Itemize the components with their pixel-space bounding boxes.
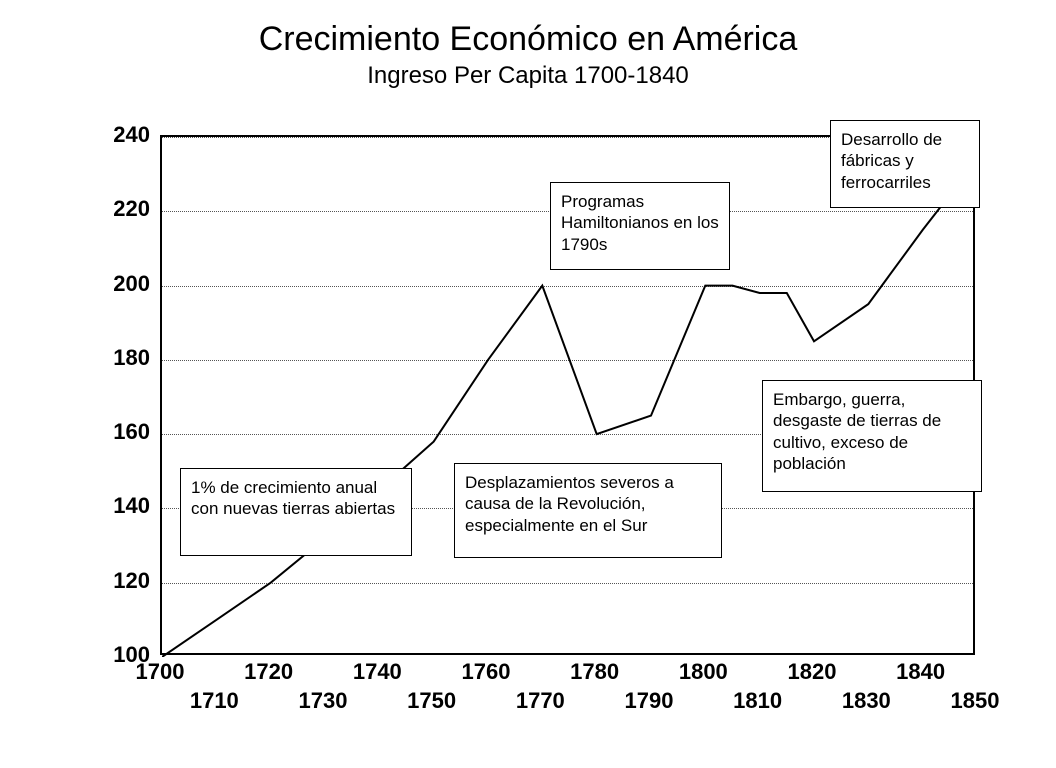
annotation-revolution-displacement: Desplazamientos severos a causa de la Re… [454,463,722,558]
annotation-growth-1pct: 1% de crecimiento anual con nuevas tierr… [180,468,412,556]
x-tick-label: 1820 [772,659,852,685]
x-tick-label: 1730 [283,688,363,714]
annotation-embargo-war: Embargo, guerra, desgaste de tierras de … [762,380,982,492]
y-tick-label: 220 [90,196,150,222]
x-tick-label: 1790 [609,688,689,714]
x-tick-label: 1710 [174,688,254,714]
y-tick-label: 240 [90,122,150,148]
y-tick-label: 180 [90,345,150,371]
x-tick-label: 1720 [229,659,309,685]
y-tick-label: 120 [90,568,150,594]
x-tick-label: 1760 [446,659,526,685]
x-tick-label: 1780 [555,659,635,685]
x-tick-label: 1810 [718,688,798,714]
annotation-factories-railroads: Desarrollo de fábricas y ferrocarriles [830,120,980,208]
y-tick-label: 140 [90,493,150,519]
x-tick-label: 1750 [392,688,472,714]
x-tick-label: 1770 [500,688,580,714]
x-tick-label: 1840 [881,659,961,685]
annotation-hamiltonian-programs: Programas Hamiltonianos en los 1790s [550,182,730,270]
page: Crecimiento Económico en América Ingreso… [0,0,1056,768]
y-tick-label: 200 [90,271,150,297]
x-tick-label: 1800 [663,659,743,685]
x-tick-label: 1740 [337,659,417,685]
x-tick-label: 1700 [120,659,200,685]
x-tick-label: 1850 [935,688,1015,714]
x-tick-label: 1830 [826,688,906,714]
y-tick-label: 160 [90,419,150,445]
